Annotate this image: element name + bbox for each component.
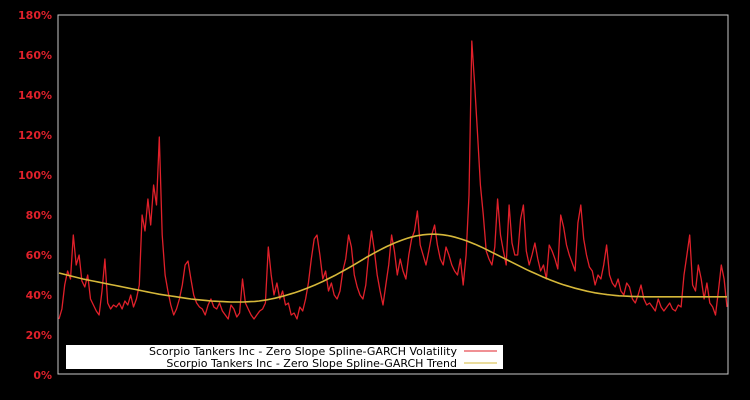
y-tick-label: 100% [18,169,52,182]
y-tick-label: 180% [18,9,52,22]
y-tick-label: 120% [18,129,52,142]
y-tick-label: 140% [18,89,52,102]
legend-box [66,345,503,369]
y-tick-label: 80% [26,209,52,222]
y-tick-label: 160% [18,49,52,62]
y-axis-tick-labels: 0% 20% 40% 60% 80% 100% 120% 140% 160% 180% [18,9,52,382]
legend-label-trend: Scorpio Tankers Inc - Zero Slope Spline-… [166,357,457,370]
y-tick-label: 0% [33,369,52,382]
legend: Scorpio Tankers Inc - Zero Slope Spline-… [66,345,503,370]
y-tick-label: 20% [26,329,52,342]
y-tick-label: 60% [26,249,52,262]
legend-label-volatility: Scorpio Tankers Inc - Zero Slope Spline-… [149,345,457,358]
y-tick-label: 40% [26,289,52,302]
series-layer [58,40,728,320]
plot-area-frame [57,14,729,375]
trend-line [58,233,727,303]
